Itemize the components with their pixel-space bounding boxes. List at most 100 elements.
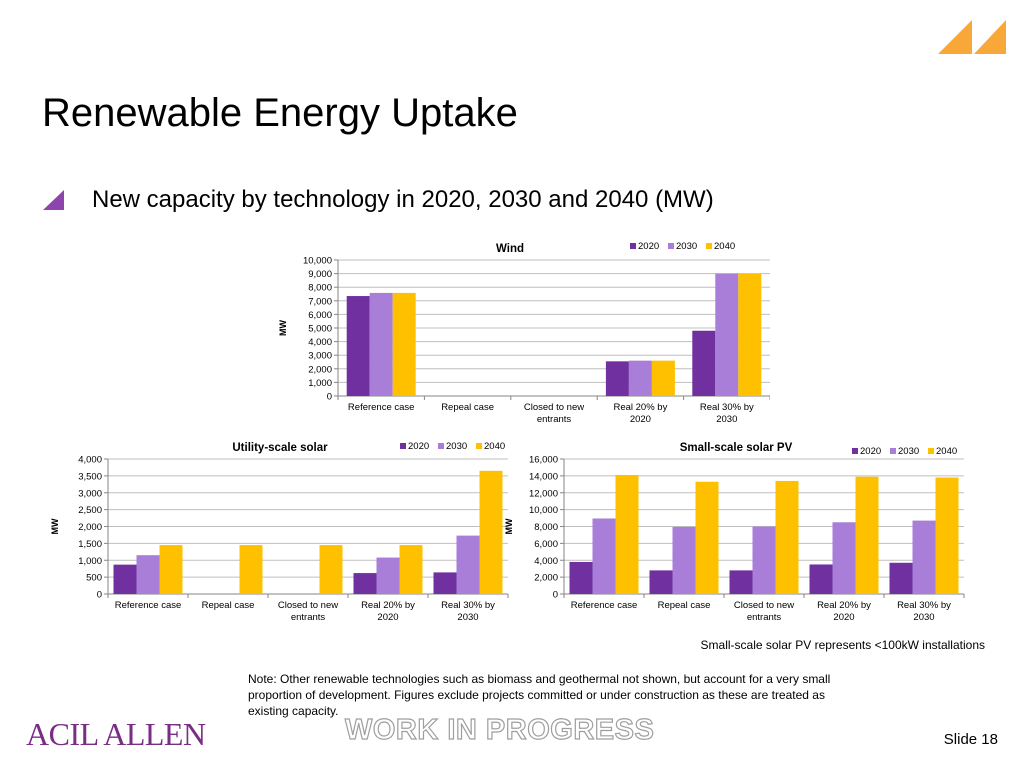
y-tick-label: 12,000 <box>529 488 558 499</box>
bar-2040 <box>319 545 343 594</box>
y-tick-label: 0 <box>327 392 332 403</box>
x-tick-label: Closed to new entrants <box>278 600 338 623</box>
legend-label: 2040 <box>936 446 957 457</box>
bar-2040 <box>479 470 503 594</box>
corner-accent-icon <box>938 20 1006 54</box>
y-tick-label: 7,000 <box>308 296 332 307</box>
y-tick-label: 10,000 <box>303 256 332 267</box>
bar-2030 <box>136 555 160 594</box>
x-tick-label: Real 30% by 2030 <box>897 600 951 623</box>
y-tick-label: 10,000 <box>529 505 558 516</box>
y-tick-label: 2,500 <box>78 505 102 516</box>
y-tick-label: 4,000 <box>308 337 332 348</box>
bar-2030 <box>715 273 739 396</box>
y-tick-label: 500 <box>86 573 102 584</box>
bar-2040 <box>615 475 639 594</box>
bar-2040 <box>695 481 719 594</box>
bar-2040 <box>399 545 423 594</box>
y-tick-label: 14,000 <box>529 471 558 482</box>
bullet-text: New capacity by technology in 2020, 2030… <box>92 186 714 213</box>
legend-label: 2030 <box>446 441 467 452</box>
y-tick-label: 6,000 <box>308 310 332 321</box>
bar-2040 <box>935 477 959 594</box>
x-tick-label: Reference case <box>348 402 415 413</box>
bar-2030 <box>832 522 856 594</box>
y-axis-label: MW <box>278 320 288 336</box>
x-tick-label: Real 30% by 2030 <box>441 600 495 623</box>
y-tick-label: 8,000 <box>534 522 558 533</box>
y-tick-label: 1,500 <box>78 539 102 550</box>
bar-2030 <box>592 518 616 594</box>
bar-2030 <box>672 526 696 594</box>
bar-2030 <box>456 535 480 594</box>
y-tick-label: 6,000 <box>534 539 558 550</box>
bar-2030 <box>369 292 393 396</box>
bar-2040 <box>239 545 263 594</box>
corner-accent-triangle-right <box>974 20 1006 54</box>
x-tick-label: Reference case <box>571 600 638 611</box>
bar-2020 <box>569 561 593 594</box>
chart-title: Utility-scale solar <box>232 442 328 454</box>
bar-2020 <box>729 570 753 594</box>
bullet-triangle-icon <box>43 190 64 210</box>
legend-swatch <box>630 243 636 249</box>
y-tick-label: 2,000 <box>534 573 558 584</box>
bar-2030 <box>912 520 936 594</box>
bar-2040 <box>855 476 879 594</box>
bar-2030 <box>752 526 776 594</box>
bar-2020 <box>809 564 833 594</box>
legend-label: 2020 <box>638 241 659 252</box>
legend-label: 2030 <box>898 446 919 457</box>
slide-number: Slide 18 <box>943 731 998 748</box>
bar-2030 <box>628 360 652 396</box>
y-tick-label: 16,000 <box>529 455 558 466</box>
y-tick-label: 8,000 <box>308 283 332 294</box>
x-tick-label: Real 20% by 2020 <box>817 600 871 623</box>
x-tick-label: Repeal case <box>202 600 255 611</box>
legend-swatch <box>928 448 934 454</box>
x-tick-label: Real 20% by 2020 <box>361 600 415 623</box>
legend-label: 2020 <box>408 441 429 452</box>
bar-2020 <box>649 570 673 594</box>
y-tick-label: 2,000 <box>308 364 332 375</box>
work-in-progress-watermark: WORK IN PROGRESS <box>344 713 655 746</box>
y-tick-label: 3,000 <box>78 488 102 499</box>
bar-2020 <box>346 296 370 396</box>
bar-2020 <box>889 562 913 594</box>
x-tick-label: Reference case <box>115 600 182 611</box>
bar-2040 <box>738 273 762 396</box>
bar-2040 <box>775 480 799 594</box>
y-tick-label: 3,500 <box>78 471 102 482</box>
chart-title: Small-scale solar PV <box>680 442 793 454</box>
slide-title: Renewable Energy Uptake <box>42 91 518 135</box>
legend-swatch <box>400 443 406 449</box>
small-pv-note: Small-scale solar PV represents <100kW i… <box>700 638 985 652</box>
legend-swatch <box>852 448 858 454</box>
bar-2020 <box>353 573 377 594</box>
legend-swatch <box>668 243 674 249</box>
y-tick-label: 4,000 <box>78 455 102 466</box>
bar-2030 <box>376 557 400 594</box>
x-tick-label: Closed to new entrants <box>524 402 584 425</box>
y-axis-label: MW <box>50 518 60 534</box>
y-tick-label: 3,000 <box>308 351 332 362</box>
y-axis-label: MW <box>504 518 514 534</box>
bar-2020 <box>433 572 457 594</box>
y-tick-label: 0 <box>97 590 102 601</box>
chart-title: Wind <box>496 243 524 255</box>
legend-label: 2040 <box>484 441 505 452</box>
x-tick-label: Real 20% by 2020 <box>613 402 667 425</box>
footnote: Note: Other renewable technologies such … <box>248 672 831 718</box>
y-tick-label: 1,000 <box>78 556 102 567</box>
y-tick-label: 9,000 <box>308 269 332 280</box>
y-tick-label: 2,000 <box>78 522 102 533</box>
bar-2040 <box>651 360 675 396</box>
company-logo: ACIL ALLEN <box>26 716 206 752</box>
x-tick-label: Repeal case <box>441 402 494 413</box>
chart-wind: 0 1,000 2,000 3,000 4,000 5,000 6,000 7,000 8,00… <box>278 241 770 425</box>
y-tick-label: 0 <box>553 590 558 601</box>
y-tick-label: 4,000 <box>534 556 558 567</box>
corner-accent-triangle-left <box>938 20 972 54</box>
chart-utility-solar: 0 500 1,000 1,500 2,000 2,500 3,000 3,500 4,000 R… <box>50 441 509 623</box>
